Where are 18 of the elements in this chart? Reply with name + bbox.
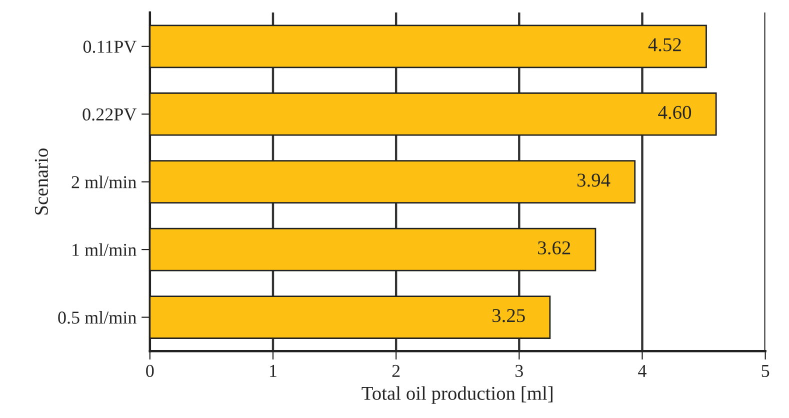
x-tick-label: 1: [270, 364, 276, 377]
x-tick-label: 0: [146, 364, 154, 378]
x-tick-label: 2: [392, 364, 400, 377]
y-tick-label: 0.22PV: [82, 108, 137, 121]
data-label: 4.52: [648, 38, 681, 52]
x-tick-label: 3: [516, 364, 523, 378]
data-label: 3.25: [492, 309, 525, 322]
data-label: 3.62: [538, 241, 570, 254]
x-tick-label: 5: [762, 365, 770, 378]
y-axis-title: Scenario: [34, 148, 48, 215]
y-tick-label: 0.5 ml/min: [58, 311, 136, 324]
y-tick-label: 1 ml/min: [72, 243, 136, 256]
x-tick-label: 4: [638, 364, 646, 377]
x-axis-title: Total oil production [ml]: [362, 386, 552, 404]
data-label: 3.94: [577, 174, 610, 187]
data-label: 4.60: [658, 106, 692, 120]
y-tick-label: 0.11PV: [83, 40, 137, 53]
y-tick-label: 2 ml/min: [72, 176, 136, 188]
